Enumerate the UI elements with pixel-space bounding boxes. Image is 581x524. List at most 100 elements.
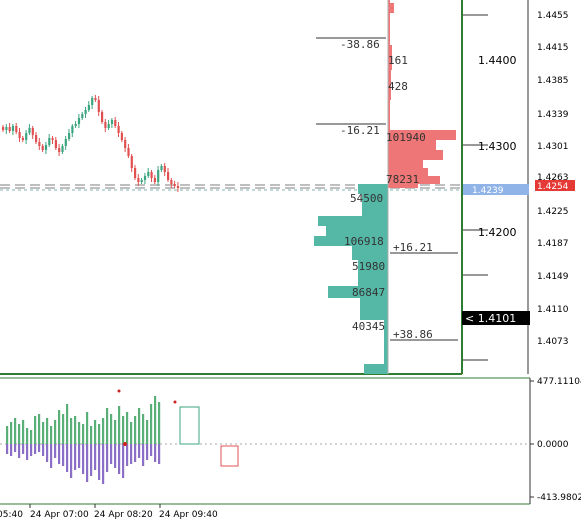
profile-label: 161 bbox=[388, 54, 408, 67]
histogram-bar-up bbox=[122, 416, 125, 444]
candle-body bbox=[58, 148, 61, 152]
bid-volume-bar bbox=[384, 320, 388, 364]
histogram-bar-down bbox=[122, 444, 125, 478]
price-tick-label: 1.4455 bbox=[537, 11, 569, 21]
histogram-bar-up bbox=[106, 408, 109, 444]
histogram-bar-up bbox=[110, 414, 113, 444]
histogram-bar-down bbox=[10, 444, 13, 456]
price-axis[interactable]: 1.4455 1.4415 1.4385 1.4339 1.4301 1.426… bbox=[462, 0, 575, 374]
candle-body bbox=[68, 133, 71, 139]
candle-body bbox=[11, 126, 15, 131]
histogram-bar-up bbox=[98, 424, 101, 444]
current-price-tag[interactable] bbox=[535, 180, 575, 191]
ask-volume-bar bbox=[388, 130, 456, 140]
candle-body bbox=[130, 156, 133, 168]
histogram-bar-down bbox=[142, 444, 145, 466]
histogram-bar-up bbox=[150, 404, 153, 444]
candle-body bbox=[81, 114, 84, 118]
histogram-bar-up bbox=[50, 426, 53, 444]
candle-body bbox=[160, 166, 163, 170]
histogram-bar-up bbox=[22, 420, 25, 444]
candle-body bbox=[120, 133, 123, 140]
histogram-bar-down bbox=[118, 444, 121, 474]
histogram-bar-down bbox=[26, 444, 29, 460]
histogram-bar-up bbox=[134, 416, 137, 444]
candle-body bbox=[110, 120, 114, 124]
indicator-panel[interactable]: 477.11104 0.0000 -413.98027 bbox=[0, 377, 581, 505]
crosshair-price-tag-label: < 1.4101 bbox=[465, 312, 516, 325]
histogram-bar-up bbox=[86, 412, 89, 444]
histogram-bar-down bbox=[70, 444, 73, 478]
candle-body bbox=[84, 110, 87, 114]
blue-price-tag bbox=[463, 184, 529, 195]
indicator-label-top: 477.11104 bbox=[537, 377, 581, 387]
histogram-bar-up bbox=[58, 410, 61, 444]
histogram-bar-down bbox=[30, 444, 33, 456]
price-tick-label: 1.4187 bbox=[537, 239, 569, 249]
ask-volume-bar bbox=[388, 140, 436, 150]
histogram-bar-down bbox=[74, 444, 77, 470]
profile-label: 101940 bbox=[386, 131, 426, 144]
histogram-bar-up bbox=[26, 428, 29, 444]
candle-body bbox=[114, 120, 117, 126]
candle-body bbox=[143, 176, 147, 180]
histogram-bar-down bbox=[14, 444, 17, 452]
bid-volume-bar bbox=[314, 236, 388, 246]
ask-volume-bar bbox=[388, 160, 423, 168]
histogram-bar-down bbox=[34, 444, 37, 454]
histogram-bar-up bbox=[146, 420, 149, 444]
level-label-lower-near: +16.21 bbox=[393, 241, 433, 254]
candle-body bbox=[18, 132, 21, 138]
ask-volume-bar bbox=[388, 184, 418, 188]
histogram-bar-up bbox=[142, 414, 145, 444]
ask-volume-bar bbox=[388, 3, 394, 13]
histogram-bar-down bbox=[46, 444, 49, 462]
candle-body bbox=[147, 172, 150, 176]
histogram-bar-up bbox=[42, 422, 45, 444]
time-label: 05:40 bbox=[0, 510, 23, 520]
price-label-major: 1.4400 bbox=[478, 54, 517, 67]
bid-volume-bar bbox=[358, 184, 388, 194]
ask-volume-bar bbox=[388, 168, 428, 176]
histogram-bar-down bbox=[90, 444, 93, 476]
histogram-bar-down bbox=[106, 444, 109, 472]
candle-body bbox=[38, 142, 41, 146]
histogram-bar-up bbox=[154, 396, 157, 444]
bid-volume-bar bbox=[362, 194, 388, 216]
level-label-upper-near: -16.21 bbox=[340, 124, 380, 137]
histogram-bar-down bbox=[78, 444, 81, 468]
time-axis[interactable]: 05:40 24 Apr 07:00 24 Apr 08:20 24 Apr 0… bbox=[0, 504, 218, 520]
crosshair-price-tag bbox=[462, 311, 530, 325]
histogram-bar-down bbox=[98, 444, 101, 480]
histogram-bar-down bbox=[158, 444, 161, 464]
candle-body bbox=[140, 180, 143, 182]
candle-body bbox=[74, 124, 77, 126]
candle-body bbox=[71, 126, 74, 133]
histogram-bar-down bbox=[66, 444, 69, 472]
histogram-bar-up bbox=[126, 412, 129, 444]
price-label-major: 1.4300 bbox=[478, 140, 517, 153]
histogram-bar-up bbox=[114, 420, 117, 444]
histogram-bar-up bbox=[66, 404, 69, 444]
price-tick-label: 1.4110 bbox=[537, 305, 569, 315]
profile-label: 54500 bbox=[350, 192, 383, 205]
profile-label: 428 bbox=[388, 80, 408, 93]
candle-body bbox=[173, 184, 176, 186]
histogram-bar-up bbox=[14, 418, 17, 444]
candle-body bbox=[150, 172, 153, 178]
candlestick-series[interactable] bbox=[2, 95, 180, 192]
candle-body bbox=[101, 112, 104, 122]
candle-body bbox=[163, 166, 166, 172]
histogram-bar-up bbox=[74, 416, 77, 444]
histogram-bar-down bbox=[94, 444, 97, 470]
profile-label: 106918 bbox=[344, 235, 384, 248]
histogram-bar-up bbox=[10, 422, 13, 444]
candle-body bbox=[104, 122, 107, 128]
price-label-major: 1.4200 bbox=[478, 226, 517, 239]
candle-body bbox=[87, 105, 90, 110]
price-tick-label: 1.4339 bbox=[537, 110, 569, 120]
ask-volume-bar bbox=[388, 100, 390, 130]
histogram-bar-down bbox=[42, 444, 45, 456]
